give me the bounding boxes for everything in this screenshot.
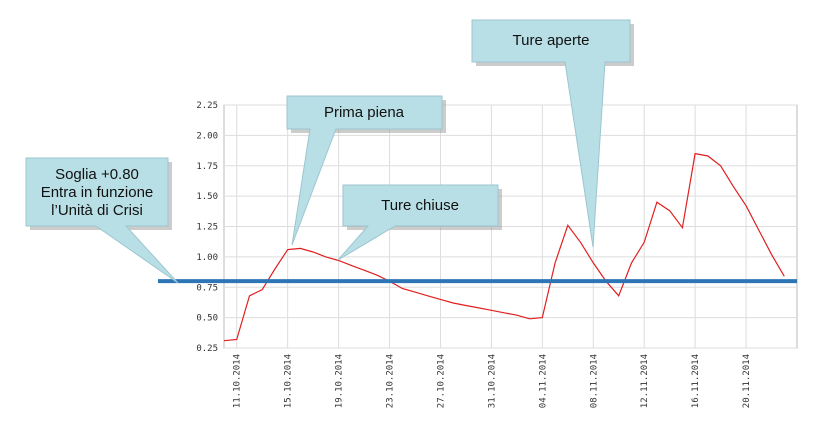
callout-threshold: Soglia +0.80 Entra in funzione l’Unità d… bbox=[25, 157, 179, 284]
x-tick-label: 20.11.2014 bbox=[742, 354, 752, 408]
callout-text: l’Unità di Crisi bbox=[51, 202, 143, 219]
plot: 0.25 0.50 0.75 1.00 1.25 1.50 1.75 2.00 2.25 11.1… bbox=[158, 101, 798, 408]
callout-box bbox=[286, 95, 443, 246]
y-tick-label: 2.25 bbox=[196, 101, 218, 111]
x-tick-label: 16.11.2014 bbox=[691, 354, 701, 408]
callout-prima: Prima piena bbox=[286, 95, 446, 246]
callout-text: Ture aperte bbox=[513, 32, 590, 49]
x-tick-label: 19.10.2014 bbox=[335, 354, 345, 408]
callout-text: Entra in funzione bbox=[41, 184, 154, 201]
x-tick-label: 12.11.2014 bbox=[640, 354, 650, 408]
callout-box bbox=[471, 19, 631, 248]
y-tick-label: 1.25 bbox=[196, 223, 218, 233]
x-tick-label: 15.10.2014 bbox=[284, 354, 294, 408]
y-tick-label: 0.25 bbox=[196, 344, 218, 354]
y-tick-label: 2.00 bbox=[196, 131, 218, 141]
y-tick-label: 0.75 bbox=[196, 283, 218, 293]
callout-text: Ture chiuse bbox=[381, 197, 459, 214]
x-tick-label: 27.10.2014 bbox=[436, 354, 446, 408]
series-line bbox=[223, 152, 785, 342]
x-tick-label: 31.10.2014 bbox=[487, 354, 497, 408]
y-tick-label: 1.50 bbox=[196, 192, 218, 202]
x-tick-label: 04.11.2014 bbox=[538, 354, 548, 408]
callout-chiuse: Ture chiuse bbox=[337, 184, 502, 261]
y-tick-label: 1.75 bbox=[196, 162, 218, 172]
callout-aperte: Ture aperte bbox=[471, 19, 634, 248]
x-tick-label: 23.10.2014 bbox=[386, 354, 396, 408]
callout-text: Prima piena bbox=[324, 104, 405, 121]
callout-text: Soglia +0.80 bbox=[55, 166, 139, 183]
x-tick-label: 08.11.2014 bbox=[589, 354, 599, 408]
y-tick-label: 1.00 bbox=[196, 253, 218, 263]
callout-box bbox=[337, 184, 499, 261]
callout-box bbox=[25, 157, 179, 284]
x-tick-label: 11.10.2014 bbox=[233, 354, 243, 408]
y-tick-label: 0.50 bbox=[196, 314, 218, 324]
